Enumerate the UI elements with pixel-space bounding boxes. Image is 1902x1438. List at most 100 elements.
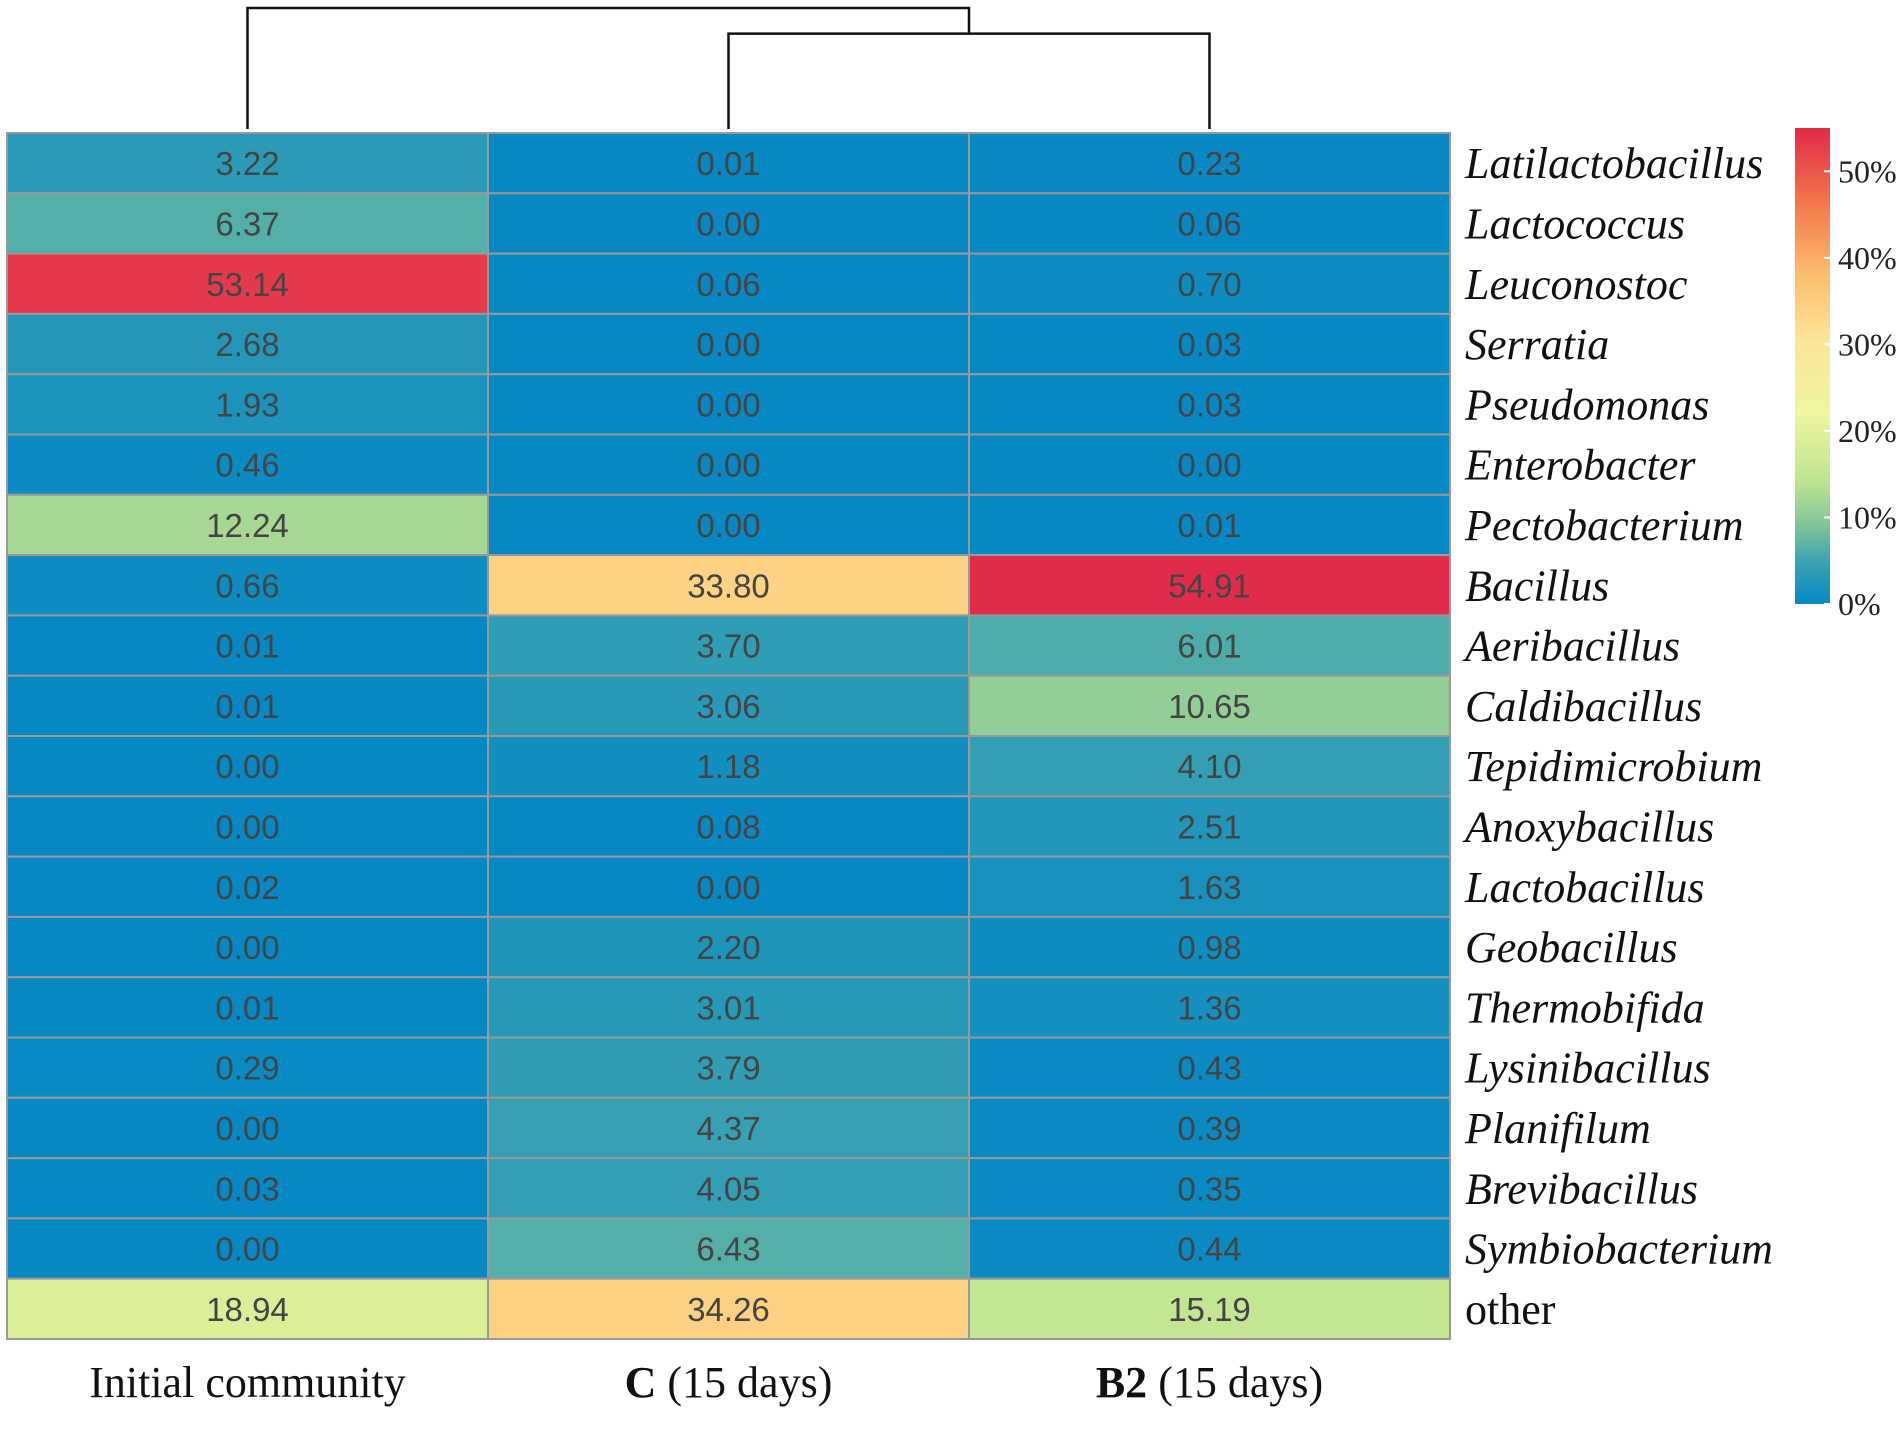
cell-lysinibacillus-col3 <box>968 1036 1451 1099</box>
cell-value: 15.19 <box>1168 1291 1251 1328</box>
cell-bacillus-col2 <box>487 554 970 617</box>
row-label-geobacillus: Geobacillus <box>1465 923 1678 972</box>
cell-value: 3.06 <box>696 688 760 725</box>
cell-value: 0.00 <box>696 326 760 363</box>
row-label-bacillus: Bacillus <box>1465 561 1609 610</box>
cell-pseudomonas-col2 <box>487 373 970 436</box>
row-label-lysinibacillus: Lysinibacillus <box>1464 1044 1711 1093</box>
color-legend-bar <box>1795 128 1830 604</box>
cell-value: 0.00 <box>215 929 279 966</box>
cell-thermobifida-col3 <box>968 976 1451 1039</box>
cell-lactobacillus-col1 <box>6 855 489 918</box>
cell-caldibacillus-col3 <box>968 674 1451 738</box>
row-label-lactobacillus: Lactobacillus <box>1464 863 1705 912</box>
legend-tick-label: 20% <box>1838 413 1897 449</box>
cell-value: 0.00 <box>215 748 279 785</box>
row-label-aeribacillus: Aeribacillus <box>1462 622 1680 671</box>
row-label-thermobifida: Thermobifida <box>1465 983 1705 1032</box>
cell-aeribacillus-col1 <box>6 614 489 677</box>
row-label-lactococcus: Lactococcus <box>1464 199 1685 248</box>
column-labels: Initial community C (15 days) B2 (15 days) <box>89 1358 1323 1407</box>
cell-value: 0.00 <box>215 1231 279 1268</box>
cell-pectobacterium-col3 <box>968 493 1451 557</box>
cell-value: 0.00 <box>215 808 279 845</box>
row-label-anoxybacillus: Anoxybacillus <box>1462 802 1714 851</box>
legend-tick-label: 10% <box>1838 499 1897 535</box>
column-dendrogram <box>246 6 1211 129</box>
cell-value: 0.06 <box>1177 205 1241 242</box>
cell-value: 0.01 <box>1177 507 1241 544</box>
cell-value: 0.46 <box>215 447 279 484</box>
cell-geobacillus-col3 <box>968 915 1451 979</box>
cell-value: 2.51 <box>1177 808 1241 845</box>
cell-caldibacillus-col1 <box>6 674 489 738</box>
cell-lactobacillus-col3 <box>968 855 1451 918</box>
cell-caldibacillus-col2 <box>487 674 970 738</box>
cell-value: 0.01 <box>696 145 760 182</box>
cell-planifilum-col2 <box>487 1096 970 1160</box>
cell-value: 0.01 <box>215 989 279 1026</box>
dendrogram-link-c-b2 <box>727 32 1211 129</box>
cell-serratia-col1 <box>6 312 489 376</box>
cell-value: 0.03 <box>1177 326 1241 363</box>
cell-value: 0.01 <box>215 688 279 725</box>
cell-value: 0.01 <box>215 628 279 665</box>
row-label-pectobacterium: Pectobacterium <box>1464 501 1744 550</box>
heatmap-grid: 3.22 0.01 0.23 6.37 0.00 0.06 53.14 0.06 0.70 2.6… <box>6 132 1451 1340</box>
cell-lysinibacillus-col2 <box>487 1036 970 1099</box>
cell-value: 0.00 <box>696 447 760 484</box>
cell-value: 0.00 <box>215 1110 279 1147</box>
column-label-2: C (15 days) <box>625 1358 833 1407</box>
cell-geobacillus-col1 <box>6 915 489 979</box>
cell-anoxybacillus-col3 <box>968 795 1451 858</box>
column-label-3: B2 (15 days) <box>1096 1358 1323 1407</box>
row-label-planifilum: Planifilum <box>1464 1104 1651 1153</box>
cell-pectobacterium-col2 <box>487 493 970 557</box>
cell-latilactobacillus-col1 <box>6 132 489 195</box>
cell-pectobacterium-col1 <box>6 493 489 557</box>
cell-other-col3 <box>968 1277 1451 1340</box>
cell-value: 12.24 <box>206 507 289 544</box>
cell-value: 0.39 <box>1177 1110 1241 1147</box>
cell-tepidimicrobium-col1 <box>6 735 489 798</box>
cell-value: 0.66 <box>215 567 279 604</box>
cell-value: 0.03 <box>1177 386 1241 423</box>
row-labels: Latilactobacillus Lactococcus Leuconostoc S… <box>1462 139 1773 1334</box>
cell-brevibacillus-col3 <box>968 1157 1451 1220</box>
cell-value: 0.43 <box>1177 1050 1241 1087</box>
cell-value: 1.63 <box>1177 869 1241 906</box>
legend-tick-label: 40% <box>1838 240 1897 276</box>
cell-planifilum-col3 <box>968 1096 1451 1160</box>
cell-value: 0.23 <box>1177 145 1241 182</box>
cell-enterobacter-col1 <box>6 433 489 496</box>
cell-value: 0.29 <box>215 1050 279 1087</box>
cell-value: 0.00 <box>696 869 760 906</box>
cell-other-col2 <box>487 1277 970 1340</box>
cell-value: 0.00 <box>696 386 760 423</box>
cell-value: 33.80 <box>687 567 770 604</box>
legend-tick-label: 30% <box>1838 326 1897 362</box>
cell-brevibacillus-col2 <box>487 1157 970 1220</box>
cell-value: 6.01 <box>1177 628 1241 665</box>
row-label-caldibacillus: Caldibacillus <box>1465 682 1702 731</box>
column-label-text-part: Initial community <box>89 1358 406 1407</box>
row-label-pseudomonas: Pseudomonas <box>1464 380 1709 429</box>
cell-value: 53.14 <box>206 266 289 303</box>
cell-enterobacter-col2 <box>487 433 970 496</box>
cell-aeribacillus-col3 <box>968 614 1451 677</box>
cell-tepidimicrobium-col3 <box>968 735 1451 798</box>
column-label-1: Initial community <box>89 1358 406 1407</box>
cell-value: 3.79 <box>696 1050 760 1087</box>
row-label-leuconostoc: Leuconostoc <box>1464 260 1688 309</box>
cell-value: 3.22 <box>215 145 279 182</box>
cell-value: 6.43 <box>696 1231 760 1268</box>
cell-value: 4.05 <box>696 1170 760 1207</box>
cell-value: 10.65 <box>1168 688 1251 725</box>
cell-value: 0.44 <box>1177 1231 1241 1268</box>
cell-value: 0.06 <box>696 266 760 303</box>
row-label-latilactobacillus: Latilactobacillus <box>1464 139 1763 188</box>
cell-lysinibacillus-col1 <box>6 1036 489 1099</box>
cell-value: 18.94 <box>206 1291 289 1328</box>
column-label-bold-part: B2 <box>1096 1358 1147 1407</box>
cell-value: 0.03 <box>215 1170 279 1207</box>
